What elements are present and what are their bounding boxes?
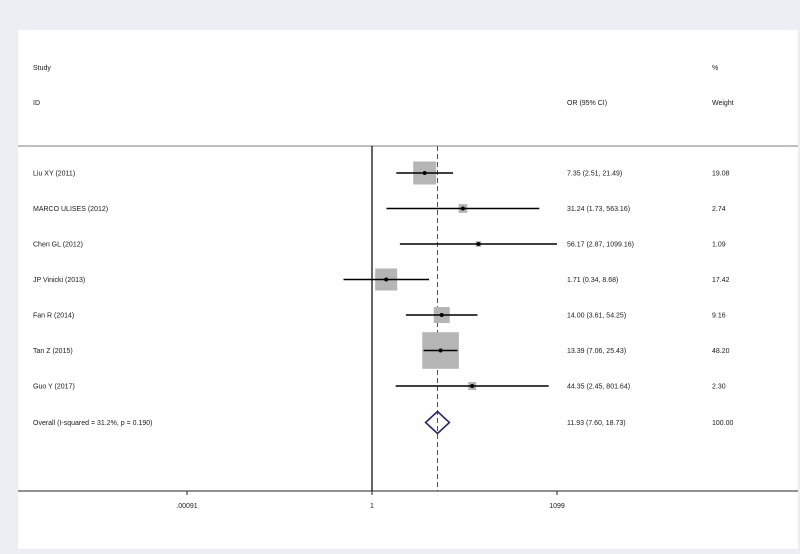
study-ci-label: 13.39 (7.06, 25.43)	[567, 348, 626, 355]
study-ci-label: 56.17 (2.87, 1099.16)	[567, 242, 634, 249]
header-or-label: OR (95% CI)	[567, 100, 607, 107]
study-ci-label: 31.24 (1.73, 563.16)	[567, 206, 630, 213]
study-ci-label: 7.35 (2.51, 21.49)	[567, 171, 622, 178]
study-point-estimate	[422, 171, 427, 175]
study-id-label: JP Vinicki (2013)	[33, 277, 85, 284]
study-id-label: MARCO ULISES (2012)	[33, 206, 108, 213]
header-id-label: ID	[33, 100, 40, 107]
study-point-estimate	[470, 384, 475, 388]
overall-weight-label: 100.00	[712, 420, 734, 427]
study-id-label: Chen GL (2012)	[33, 242, 83, 249]
plot-background	[18, 30, 798, 549]
study-weight-label: 9.16	[712, 313, 726, 320]
x-tick-label: 1099	[549, 503, 565, 510]
study-ci-label: 44.35 (2.45, 801.64)	[567, 384, 630, 391]
study-id-label: Fan R (2014)	[33, 313, 74, 320]
header-weight-label: Weight	[712, 100, 734, 107]
study-point-estimate	[460, 206, 465, 211]
study-ci-label: 14.00 (3.61, 54.25)	[567, 313, 626, 320]
forest-marks: .00091 1 1099 Liu XY (2011) 7.35 (2.51, 21.4…	[33, 146, 734, 510]
overall-label: Overall (I-squared = 31.2%, p = 0.190)	[33, 420, 152, 427]
study-point-estimate	[384, 277, 389, 282]
x-tick-label: .00091	[176, 503, 198, 510]
study-weight-label: 17.42	[712, 277, 730, 284]
overall-ci-label: 11.93 (7.60, 18.73)	[567, 420, 626, 427]
study-weight-label: 19.08	[712, 171, 730, 178]
study-id-label: Liu XY (2011)	[33, 171, 75, 178]
overall-diamond	[424, 410, 451, 435]
header-pct-label: %	[712, 65, 718, 72]
study-weight-label: 2.74	[712, 206, 726, 213]
study-weight-label: 2.30	[712, 384, 726, 391]
header-study-label: Study	[33, 65, 51, 72]
x-tick-label: 1	[370, 503, 374, 510]
study-point-estimate	[439, 313, 444, 317]
study-point-estimate	[438, 348, 443, 353]
study-weight-label: 1.09	[712, 242, 726, 249]
study-id-label: Guo Y (2017)	[33, 384, 75, 391]
study-ci-label: 1.71 (0.34, 8.68)	[567, 277, 618, 284]
study-point-estimate	[476, 242, 481, 246]
study-weight-label: 48.20	[712, 348, 730, 355]
study-id-label: Tan Z (2015)	[33, 348, 73, 355]
